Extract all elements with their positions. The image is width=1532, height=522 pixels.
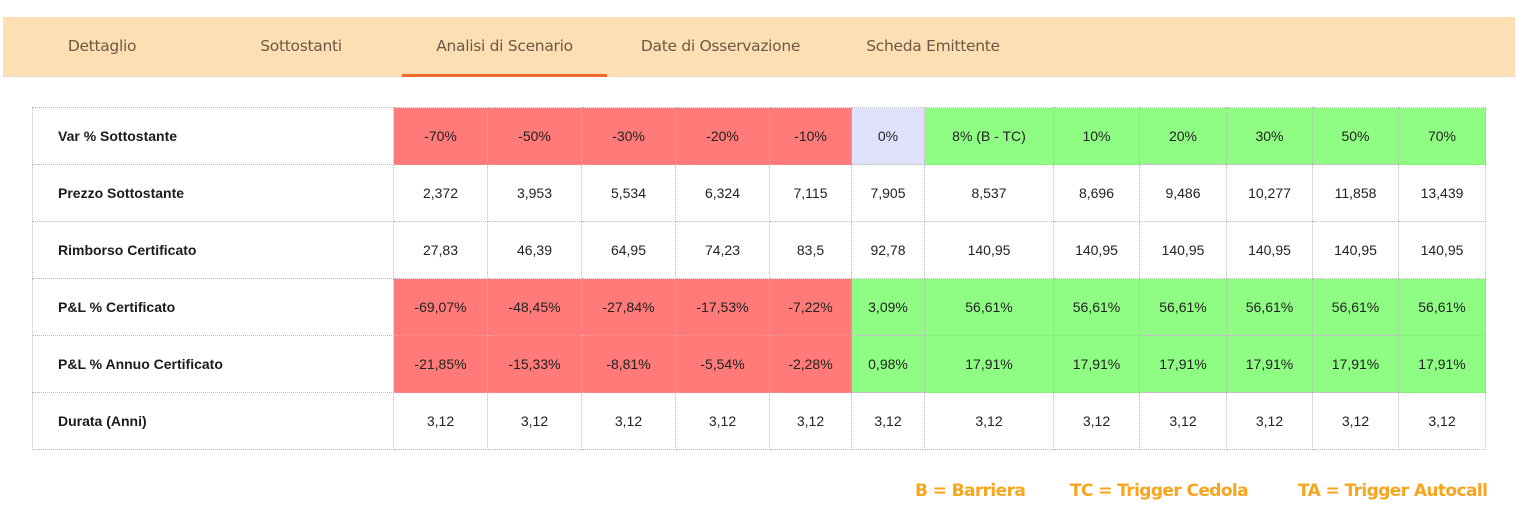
table-cell: 9,486 — [1139, 164, 1227, 222]
table-cell: 5,534 — [581, 164, 676, 222]
table-cell: -15,33% — [487, 335, 582, 393]
table-cell: -7,22% — [769, 278, 852, 336]
table-cell: 140,95 — [1053, 221, 1140, 279]
table-cell: 3,12 — [769, 392, 852, 450]
row-label: Rimborso Certificato — [32, 221, 394, 279]
table-cell: 0,98% — [851, 335, 925, 393]
table-cell: 8% (B - TC) — [924, 107, 1054, 165]
table-cell: -10% — [769, 107, 852, 165]
table-cell: 13,439 — [1398, 164, 1486, 222]
table-cell: -50% — [487, 107, 582, 165]
table-cell: 6,324 — [675, 164, 770, 222]
table-cell: 56,61% — [1226, 278, 1313, 336]
table-cell: 3,12 — [675, 392, 770, 450]
tab-analisi-di-scenario[interactable]: Analisi di Scenario — [402, 17, 607, 77]
table-cell: -20% — [675, 107, 770, 165]
table-cell: 140,95 — [1139, 221, 1227, 279]
table-cell: 3,12 — [581, 392, 676, 450]
table-row-var-sottostante: Var % Sottostante -70% -50% -30% -20% -10% 0% 8… — [32, 107, 1486, 165]
table-cell: -69,07% — [393, 278, 488, 336]
row-label: P&L % Certificato — [32, 278, 394, 336]
table-cell: 2,372 — [393, 164, 488, 222]
table-cell: 3,12 — [393, 392, 488, 450]
table-cell: 140,95 — [924, 221, 1054, 279]
table-cell: 46,39 — [487, 221, 582, 279]
table-cell: 140,95 — [1398, 221, 1486, 279]
tab-bar: Dettaglio Sottostanti Analisi di Scenari… — [3, 17, 1515, 77]
legend-barriera: B = Barriera — [915, 481, 1026, 501]
table-cell: 3,09% — [851, 278, 925, 336]
table-cell: 92,78 — [851, 221, 925, 279]
table-cell: 56,61% — [1139, 278, 1227, 336]
table-cell: -70% — [393, 107, 488, 165]
legend-trigger-autocall: TA = Trigger Autocall — [1298, 481, 1488, 501]
table-cell: -5,54% — [675, 335, 770, 393]
table-cell: 140,95 — [1312, 221, 1399, 279]
tab-date-di-osservazione[interactable]: Date di Osservazione — [640, 37, 801, 55]
table-cell: -30% — [581, 107, 676, 165]
table-cell: 17,91% — [1053, 335, 1140, 393]
row-label: Var % Sottostante — [32, 107, 394, 165]
table-cell: 17,91% — [1398, 335, 1486, 393]
table-cell: 56,61% — [1312, 278, 1399, 336]
table-cell: 56,61% — [1398, 278, 1486, 336]
table-cell: 3,12 — [1139, 392, 1227, 450]
table-cell: 17,91% — [1226, 335, 1313, 393]
table-cell: 10,277 — [1226, 164, 1313, 222]
table-cell: 3,12 — [1312, 392, 1399, 450]
table-cell: 8,696 — [1053, 164, 1140, 222]
scenario-table: Var % Sottostante -70% -50% -30% -20% -10% 0% 8… — [32, 107, 1486, 450]
table-cell: 3,12 — [1398, 392, 1486, 450]
table-row-pl-annuo-certificato: P&L % Annuo Certificato -21,85% -15,33% -8,… — [32, 335, 1486, 393]
table-cell: -27,84% — [581, 278, 676, 336]
table-cell: -48,45% — [487, 278, 582, 336]
tab-sottostanti[interactable]: Sottostanti — [260, 37, 342, 55]
table-cell: 7,115 — [769, 164, 852, 222]
table-cell: 56,61% — [924, 278, 1054, 336]
table-cell: 140,95 — [1226, 221, 1313, 279]
table-row-durata-anni: Durata (Anni) 3,12 3,12 3,12 3,12 3,12 3,12 3,1… — [32, 392, 1486, 450]
table-cell: 56,61% — [1053, 278, 1140, 336]
table-cell: 3,12 — [924, 392, 1054, 450]
table-cell: 3,12 — [1053, 392, 1140, 450]
table-cell: -17,53% — [675, 278, 770, 336]
table-cell: 50% — [1312, 107, 1399, 165]
table-cell: -2,28% — [769, 335, 852, 393]
table-cell: 8,537 — [924, 164, 1054, 222]
table-cell: 17,91% — [924, 335, 1054, 393]
table-cell: -21,85% — [393, 335, 488, 393]
table-cell: 11,858 — [1312, 164, 1399, 222]
table-row-pl-certificato: P&L % Certificato -69,07% -48,45% -27,84% -1… — [32, 278, 1486, 336]
table-cell: 20% — [1139, 107, 1227, 165]
table-cell: 64,95 — [581, 221, 676, 279]
table-cell: -8,81% — [581, 335, 676, 393]
table-cell: 3,12 — [487, 392, 582, 450]
table-row-prezzo-sottostante: Prezzo Sottostante 2,372 3,953 5,534 6,324 7,… — [32, 164, 1486, 222]
row-label: Durata (Anni) — [32, 392, 394, 450]
table-cell: 30% — [1226, 107, 1313, 165]
table-cell: 17,91% — [1312, 335, 1399, 393]
table-cell: 3,12 — [851, 392, 925, 450]
row-label: Prezzo Sottostante — [32, 164, 394, 222]
row-label: P&L % Annuo Certificato — [32, 335, 394, 393]
table-cell: 3,953 — [487, 164, 582, 222]
tab-dettaglio[interactable]: Dettaglio — [67, 37, 137, 55]
table-cell: 83,5 — [769, 221, 852, 279]
tab-scheda-emittente[interactable]: Scheda Emittente — [866, 37, 1000, 55]
legend-trigger-cedola: TC = Trigger Cedola — [1070, 481, 1249, 501]
table-row-rimborso-certificato: Rimborso Certificato 27,83 46,39 64,95 74,23… — [32, 221, 1486, 279]
table-cell: 74,23 — [675, 221, 770, 279]
table-cell: 70% — [1398, 107, 1486, 165]
table-cell: 17,91% — [1139, 335, 1227, 393]
table-cell: 0% — [851, 107, 925, 165]
table-cell: 27,83 — [393, 221, 488, 279]
table-cell: 10% — [1053, 107, 1140, 165]
table-cell: 3,12 — [1226, 392, 1313, 450]
table-cell: 7,905 — [851, 164, 925, 222]
